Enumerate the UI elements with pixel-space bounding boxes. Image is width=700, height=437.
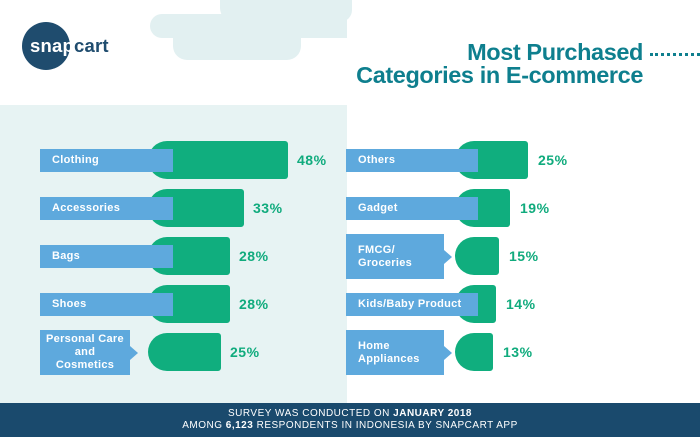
bar-label-line: Accessories — [52, 202, 121, 214]
bar-value: 28% — [239, 296, 269, 312]
footer-line1-bold: JANUARY 2018 — [393, 408, 472, 419]
page-title-line1: Most Purchased — [467, 39, 643, 65]
page-title: Most Purchased Categories in E-commerce — [356, 39, 643, 88]
bar-value: 25% — [230, 344, 260, 360]
bar-label: Clothing — [40, 149, 173, 172]
snapcart-logo-text: snapcart — [30, 35, 109, 57]
footer-line1: SURVEY WAS CONDUCTED ON JANUARY 2018 — [0, 408, 700, 420]
bar-value: 25% — [538, 152, 568, 168]
cloud-decoration — [173, 36, 301, 60]
logo-text-cart: cart — [73, 35, 109, 56]
bar-label-line: Others — [358, 154, 396, 166]
logo-text-snap: snap — [30, 35, 74, 56]
footer-banner: SURVEY WAS CONDUCTED ON JANUARY 2018 AMO… — [0, 403, 700, 437]
bar-value: 14% — [506, 296, 536, 312]
snapcart-logo-icon — [22, 22, 70, 70]
bar-value: 28% — [239, 248, 269, 264]
bar-label: Kids/Baby Product — [346, 293, 478, 316]
bar-label: Accessories — [40, 197, 173, 220]
bar-label-line: Appliances — [358, 352, 420, 365]
bar-label-line: and Cosmetics — [55, 346, 115, 371]
bar-personal-care-and-cosmetics — [148, 333, 221, 371]
bar-label: Gadget — [346, 197, 478, 220]
bar-label-line: FMCG/ — [358, 243, 395, 256]
bar-label-line: Home — [358, 339, 390, 352]
cloud-decoration — [220, 0, 352, 22]
bar-label-line: Groceries — [358, 256, 413, 269]
footer-line2: AMONG 6,123 RESPONDENTS IN INDONESIA BY … — [0, 420, 700, 432]
bar-label: Bags — [40, 245, 173, 268]
title-dotted-line — [650, 53, 700, 56]
bar-home-appliances — [455, 333, 493, 371]
bar-value: 13% — [503, 344, 533, 360]
label-pointer-icon — [444, 345, 452, 360]
footer-line1-text: SURVEY WAS CONDUCTED ON — [228, 408, 394, 419]
bar-label-line: Personal Care — [46, 333, 124, 345]
bar-label: Personal Care and Cosmetics — [40, 330, 138, 375]
label-pointer-icon — [130, 345, 138, 360]
bar-label: Shoes — [40, 293, 173, 316]
bar-value: 48% — [297, 152, 327, 168]
footer-line2-text2: RESPONDENTS IN INDONESIA BY SNAPCART APP — [253, 420, 518, 431]
bar-label-line: Shoes — [52, 298, 87, 310]
bar-value: 33% — [253, 200, 283, 216]
bar-label: Home Appliances — [346, 330, 452, 375]
bar-label: Others — [346, 149, 478, 172]
label-pointer-icon — [444, 249, 452, 264]
bar-label-line: Bags — [52, 250, 81, 262]
bar-fmcg-groceries — [455, 237, 499, 275]
bar-label-line: Kids/Baby Product — [358, 298, 462, 310]
footer-line2-bold: 6,123 — [225, 420, 254, 431]
bar-value: 19% — [520, 200, 550, 216]
footer-line2-text: AMONG — [182, 420, 226, 431]
bar-label: FMCG/Groceries — [346, 234, 452, 279]
page-title-line2: Categories in E-commerce — [356, 62, 643, 88]
bar-label-line: Clothing — [52, 154, 99, 166]
bar-label-line: Gadget — [358, 202, 398, 214]
bar-value: 15% — [509, 248, 539, 264]
